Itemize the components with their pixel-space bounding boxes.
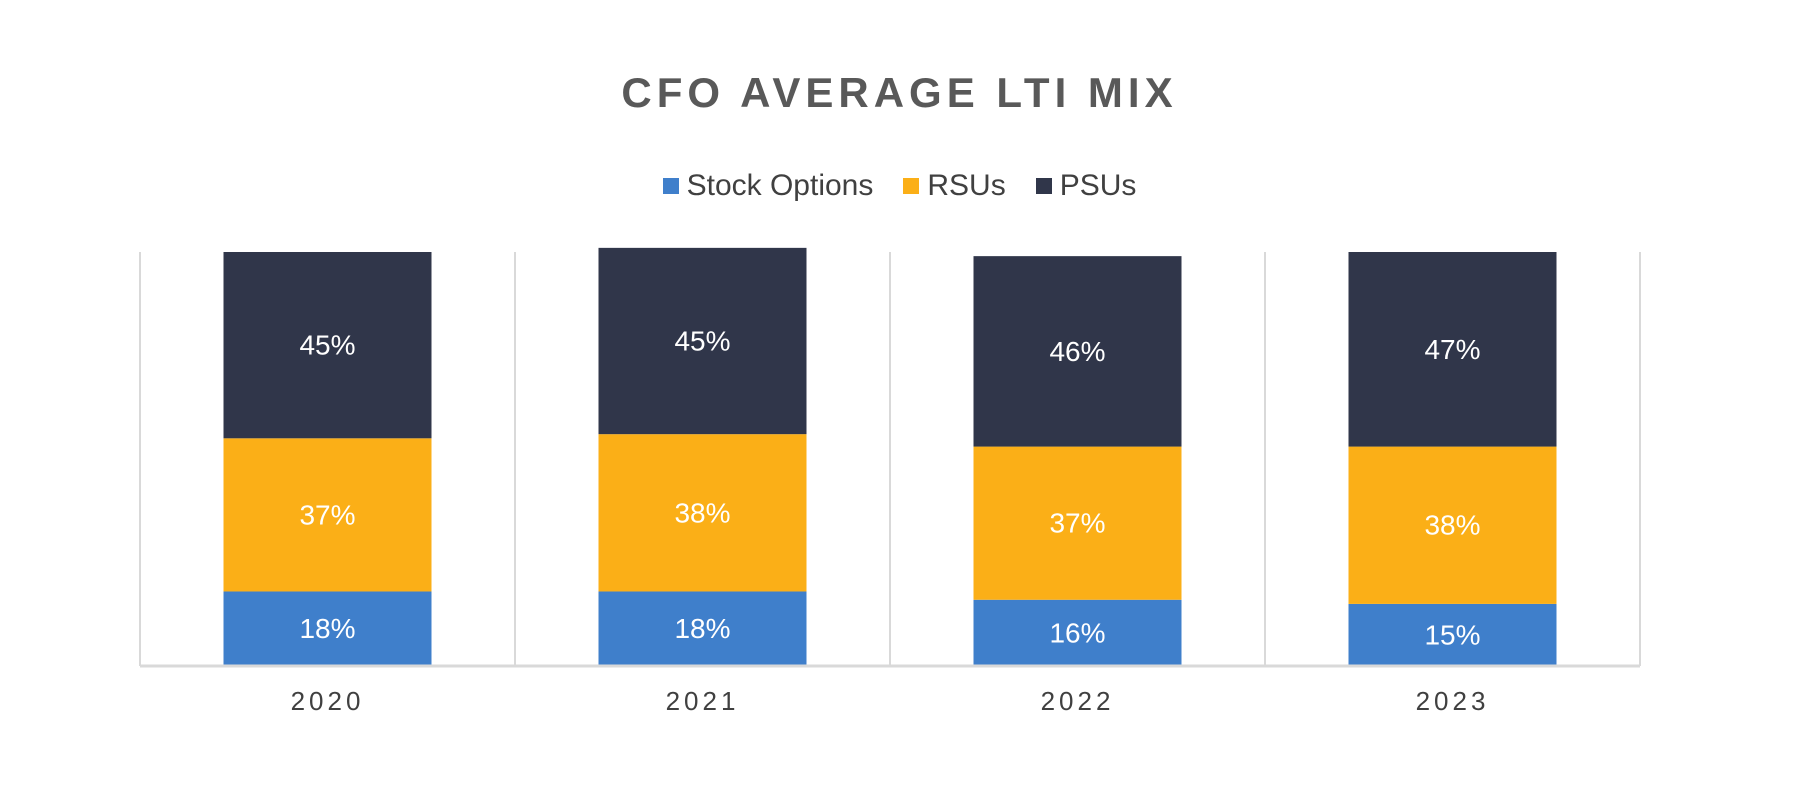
data-label-rsus-2022: 37% — [1049, 508, 1105, 539]
bar-psus-2020 — [223, 252, 432, 439]
legend: Stock Options RSUs PSUs — [0, 168, 1799, 204]
data-label-rsus-2020: 37% — [299, 499, 355, 530]
data-label-rsus-2023: 38% — [1424, 510, 1480, 541]
legend-label-psus: PSUs — [1059, 169, 1137, 202]
data-label-stock-options-2020: 18% — [299, 613, 355, 644]
bar-psus-2022 — [973, 256, 1182, 447]
data-label-psus-2023: 47% — [1424, 334, 1480, 365]
legend-item-stock-options: Stock Options — [662, 168, 874, 204]
data-label-stock-options-2021: 18% — [674, 613, 730, 644]
bar-rsus-2020 — [223, 438, 432, 592]
data-label-rsus-2021: 38% — [674, 497, 730, 528]
data-label-psus-2022: 46% — [1049, 336, 1105, 367]
data-label-stock-options-2022: 16% — [1049, 617, 1105, 648]
bar-stock-options-2022 — [973, 599, 1182, 666]
legend-label-stock-options: Stock Options — [686, 169, 874, 202]
data-label-psus-2021: 45% — [674, 326, 730, 357]
legend-item-rsus: RSUs — [903, 168, 1006, 204]
legend-label-rsus: RSUs — [927, 169, 1006, 202]
legend-swatch-rsus — [903, 178, 920, 194]
bar-psus-2021 — [598, 247, 807, 435]
x-tick-label-2022: 2022 — [1041, 686, 1115, 716]
x-tick-label-2020: 2020 — [291, 686, 365, 716]
bar-rsus-2022 — [973, 446, 1182, 600]
x-tick-label-2021: 2021 — [666, 686, 740, 716]
legend-item-psus: PSUs — [1035, 168, 1137, 204]
data-label-stock-options-2023: 15% — [1424, 619, 1480, 650]
x-tick-label-2023: 2023 — [1416, 686, 1490, 716]
bar-stock-options-2020 — [223, 591, 432, 666]
bar-rsus-2023 — [1348, 446, 1557, 604]
bar-stock-options-2021 — [598, 591, 807, 666]
legend-swatch-stock-options — [662, 178, 679, 194]
legend-swatch-psus — [1035, 178, 1052, 194]
bar-rsus-2021 — [598, 434, 807, 592]
data-label-psus-2020: 45% — [299, 330, 355, 361]
bar-stock-options-2023 — [1348, 603, 1557, 666]
bar-psus-2023 — [1348, 252, 1557, 447]
chart-title: CFO AVERAGE LTI MIX — [621, 69, 1178, 116]
